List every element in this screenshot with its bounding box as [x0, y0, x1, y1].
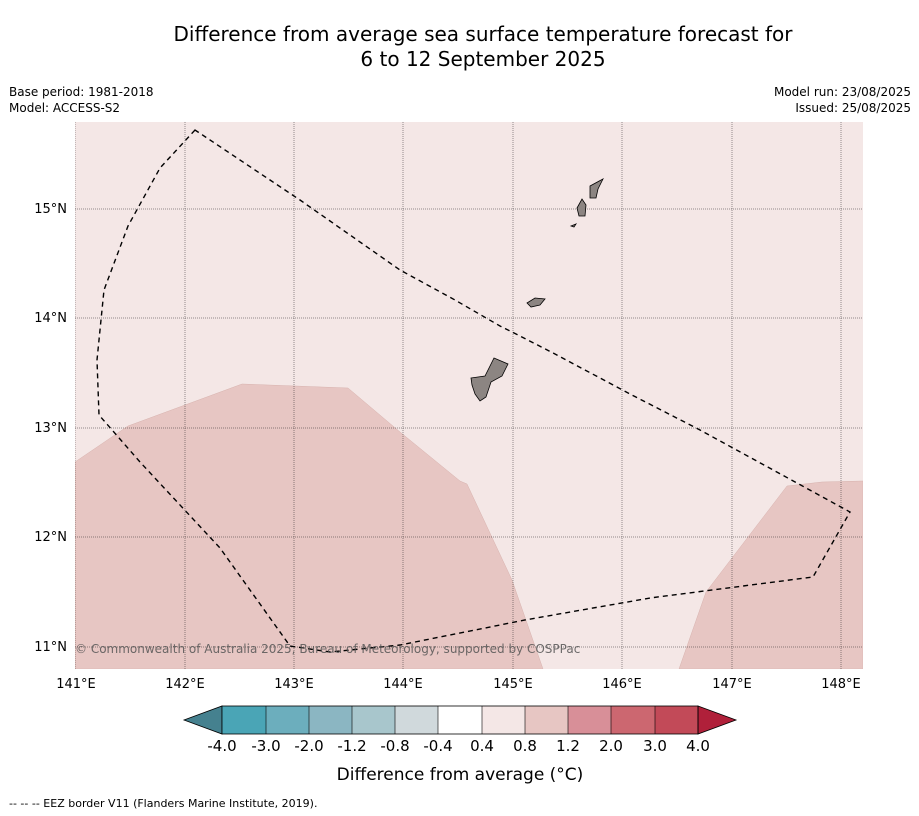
- cbar-label-5: -0.4: [423, 737, 452, 755]
- lon-label-146: 146°E: [602, 677, 642, 692]
- left-info: Base period: 1981-2018 Model: ACCESS-S2: [9, 84, 154, 116]
- cbar-label-0: -4.0: [207, 737, 236, 755]
- island-rota: [526, 297, 546, 308]
- cbar-label-10: 3.0: [643, 737, 667, 755]
- colorbar-band-8: [525, 706, 568, 734]
- cbar-label-7: 0.8: [513, 737, 537, 755]
- chart-title: Difference from average sea surface temp…: [0, 22, 919, 72]
- lon-label-143: 143°E: [274, 677, 314, 692]
- colorbar-band-9: [568, 706, 611, 734]
- cbar-label-1: -3.0: [251, 737, 280, 755]
- lon-label-148: 148°E: [821, 677, 861, 692]
- cbar-label-8: 1.2: [556, 737, 580, 755]
- colorbar-outline: [221, 705, 699, 735]
- colorbar-extend-high: [697, 705, 738, 735]
- model-text: Model: ACCESS-S2: [9, 101, 121, 115]
- lon-tick-labels: 141°E 142°E 143°E 144°E 145°E 146°E 147°…: [56, 677, 861, 692]
- title-line-1: Difference from average sea surface temp…: [173, 22, 793, 46]
- colorbar-band-5: [395, 706, 438, 734]
- colorbar-title: Difference from average (°C): [337, 765, 584, 785]
- eez-border: [96, 129, 851, 653]
- issued-text: Issued: 25/08/2025: [795, 101, 911, 115]
- lon-label-147: 147°E: [712, 677, 752, 692]
- colorbar-extend-low: [182, 705, 223, 735]
- warm-anomaly-region-west: [75, 383, 544, 669]
- gridlines: [75, 122, 863, 669]
- cbar-label-11: 4.0: [686, 737, 710, 755]
- map-area: © Commonwealth of Australia 2025, Bureau…: [75, 122, 863, 669]
- island-guam: [470, 357, 509, 402]
- island-saipan: [589, 178, 604, 199]
- islands: [470, 178, 604, 402]
- cbar-label-9: 2.0: [599, 737, 623, 755]
- colorbar-tick-labels: -4.0 -3.0 -2.0 -1.2 -0.8 -0.4 0.4 0.8 1.…: [207, 737, 710, 755]
- lat-label-11: 11°N: [34, 640, 67, 655]
- lon-label-141: 141°E: [56, 677, 96, 692]
- island-aguijan: [569, 223, 578, 228]
- cbar-label-2: -2.0: [294, 737, 323, 755]
- colorbar-band-11: [655, 706, 698, 734]
- base-period-text: Base period: 1981-2018: [9, 85, 154, 99]
- model-run-text: Model run: 23/08/2025: [773, 85, 911, 99]
- warm-anomaly-region-east: [678, 480, 863, 669]
- colorbar-band-7: [482, 706, 525, 734]
- lat-tick-labels: 15°N 14°N 13°N 12°N 11°N: [34, 202, 67, 655]
- cbar-label-3: -1.2: [337, 737, 366, 755]
- island-tinian: [576, 198, 587, 217]
- colorbar-band-10: [611, 706, 655, 734]
- title-line-2: 6 to 12 September 2025: [360, 47, 606, 71]
- lat-label-14: 14°N: [34, 311, 67, 326]
- lat-label-15: 15°N: [34, 202, 67, 217]
- colorbar-band-3: [309, 706, 352, 734]
- right-info: Model run: 23/08/2025 Issued: 25/08/2025: [774, 84, 911, 116]
- colorbar-band-2: [266, 706, 309, 734]
- copyright-text: © Commonwealth of Australia 2025, Bureau…: [75, 642, 580, 656]
- cbar-label-4: -0.8: [380, 737, 409, 755]
- lat-label-13: 13°N: [34, 421, 67, 436]
- cbar-label-6: 0.4: [470, 737, 494, 755]
- lon-label-145: 145°E: [493, 677, 533, 692]
- colorbar-band-1: [222, 706, 266, 734]
- colorbar: -4.0 -3.0 -2.0 -1.2 -0.8 -0.4 0.4 0.8 1.…: [182, 705, 738, 785]
- lon-label-142: 142°E: [165, 677, 205, 692]
- lon-label-144: 144°E: [383, 677, 423, 692]
- colorbar-dividers: [265, 706, 656, 734]
- colorbar-band-4: [352, 706, 395, 734]
- lat-label-12: 12°N: [34, 530, 67, 545]
- colorbar-band-6: [438, 706, 482, 734]
- footnote: -- -- -- EEZ border V11 (Flanders Marine…: [9, 797, 318, 810]
